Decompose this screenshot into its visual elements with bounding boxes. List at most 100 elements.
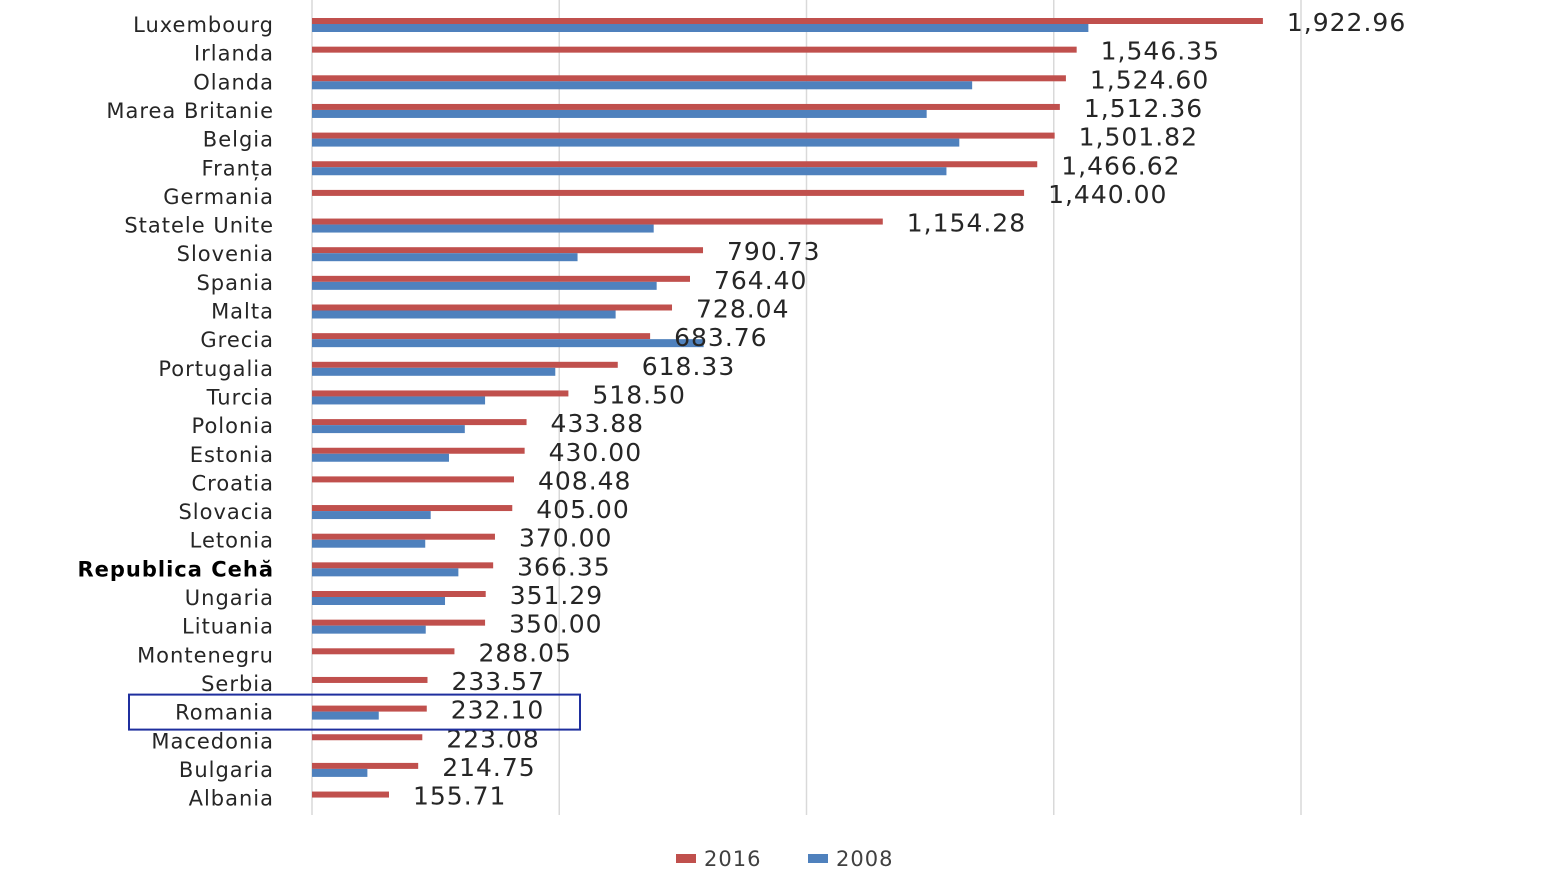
bar-2016-25 (312, 734, 423, 741)
bar-2016-26 (312, 762, 419, 769)
bar-2016-3 (312, 103, 1060, 110)
bar-2008-21 (312, 625, 426, 634)
category-label: Ungaria (185, 586, 274, 610)
value-label: 430.00 (549, 438, 642, 467)
value-label: 518.50 (592, 380, 685, 409)
bar-2016-10 (312, 304, 673, 311)
value-label: 1,524.60 (1090, 65, 1209, 94)
category-label: Irlanda (194, 42, 274, 66)
bar-2008-26 (312, 768, 368, 777)
category-label: Lituania (182, 615, 274, 639)
highlight-box-group (128, 693, 581, 731)
category-labels: Luxembourg Irlanda Olanda Marea Britanie Bel… (77, 13, 275, 811)
category-label: Serbia (201, 672, 274, 696)
bar-2016-7 (312, 218, 883, 225)
category-label: Albania (189, 787, 274, 811)
value-label: 433.88 (551, 409, 644, 438)
category-label: Republica Cehă (77, 557, 274, 581)
category-label: Luxembourg (133, 13, 274, 37)
category-label: Bulgaria (179, 758, 274, 782)
category-label: Letonia (190, 529, 274, 553)
bar-2016-8 (312, 247, 704, 254)
bar-2016-23 (312, 676, 428, 683)
bar-2016-5 (312, 161, 1038, 168)
value-label: 618.33 (642, 352, 735, 381)
bar-2008-14 (312, 425, 465, 434)
bar-2016-27 (312, 791, 389, 798)
bar-2008-18 (312, 539, 426, 548)
category-label: Spania (196, 271, 274, 295)
bar-2008-19 (312, 568, 459, 577)
bar-2016-1 (312, 46, 1077, 53)
bar-2016-12 (312, 361, 618, 368)
bar-2008-24 (312, 711, 379, 720)
bar-2016-9 (312, 275, 690, 282)
bar-2008-20 (312, 597, 446, 605)
bar-2016-24 (312, 705, 427, 712)
bars (312, 18, 1263, 798)
category-label: Portugalia (158, 357, 274, 381)
bar-2008-2 (312, 81, 973, 90)
value-label: 232.10 (451, 696, 544, 725)
category-label: Romania (175, 701, 274, 725)
category-label: Belgia (203, 128, 274, 152)
bar-2016-0 (312, 18, 1263, 24)
bar-2008-3 (312, 109, 927, 118)
value-label: 350.00 (509, 610, 602, 639)
category-label: Slovenia (177, 242, 274, 266)
highlight-box (128, 693, 581, 731)
bar-2016-19 (312, 562, 494, 569)
category-label: Olanda (193, 70, 274, 94)
bar-2016-6 (312, 189, 1025, 196)
value-label: 214.75 (442, 753, 535, 782)
value-label: 683.76 (674, 323, 767, 352)
bar-2016-13 (312, 390, 569, 397)
bar-2016-18 (312, 533, 495, 540)
bar-2016-4 (312, 132, 1055, 139)
bar-2008-0 (312, 24, 1089, 32)
category-label: Croatia (192, 471, 275, 495)
value-label: 155.71 (413, 782, 506, 811)
bar-2008-13 (312, 396, 486, 405)
bar-2008-11 (312, 339, 704, 348)
value-label: 1,546.35 (1101, 37, 1220, 66)
bar-2008-9 (312, 281, 657, 290)
bar-2016-17 (312, 505, 513, 512)
bar-2008-12 (312, 367, 556, 376)
value-label: 408.48 (538, 466, 631, 495)
value-label: 366.35 (517, 552, 610, 581)
category-label: Germania (163, 185, 274, 209)
value-label: 764.40 (714, 266, 807, 295)
bar-2016-11 (312, 333, 651, 340)
value-label: 1,154.28 (907, 209, 1026, 238)
bar-2016-15 (312, 447, 525, 454)
category-label: Polonia (192, 414, 274, 438)
legend: 2016 2008 (676, 847, 893, 871)
value-label: 1,501.82 (1079, 123, 1198, 152)
bar-2008-17 (312, 511, 431, 520)
bar-2016-2 (312, 75, 1066, 82)
legend-label-2008: 2008 (836, 847, 893, 871)
value-label: 405.00 (536, 495, 629, 524)
bar-2008-7 (312, 224, 654, 233)
legend-label-2016: 2016 (704, 847, 761, 871)
category-label: Slovacia (178, 500, 274, 524)
category-label: Turcia (206, 385, 274, 409)
category-label: Franța (202, 156, 274, 180)
bar-2008-5 (312, 167, 947, 176)
value-label: 1,922.96 (1287, 8, 1406, 37)
category-label: Grecia (200, 328, 274, 352)
bar-2008-10 (312, 310, 616, 319)
value-label: 370.00 (519, 524, 612, 553)
bar-2016-14 (312, 419, 527, 426)
value-label: 1,440.00 (1048, 180, 1167, 209)
bar-2016-21 (312, 619, 486, 626)
category-label: Statele Unite (124, 214, 274, 238)
value-label: 1,512.36 (1084, 94, 1203, 123)
category-label: Montenegru (137, 643, 274, 667)
value-label: 1,466.62 (1061, 151, 1180, 180)
legend-swatch-2016 (676, 854, 696, 863)
value-label: 288.05 (478, 638, 571, 667)
category-label: Macedonia (151, 729, 274, 753)
